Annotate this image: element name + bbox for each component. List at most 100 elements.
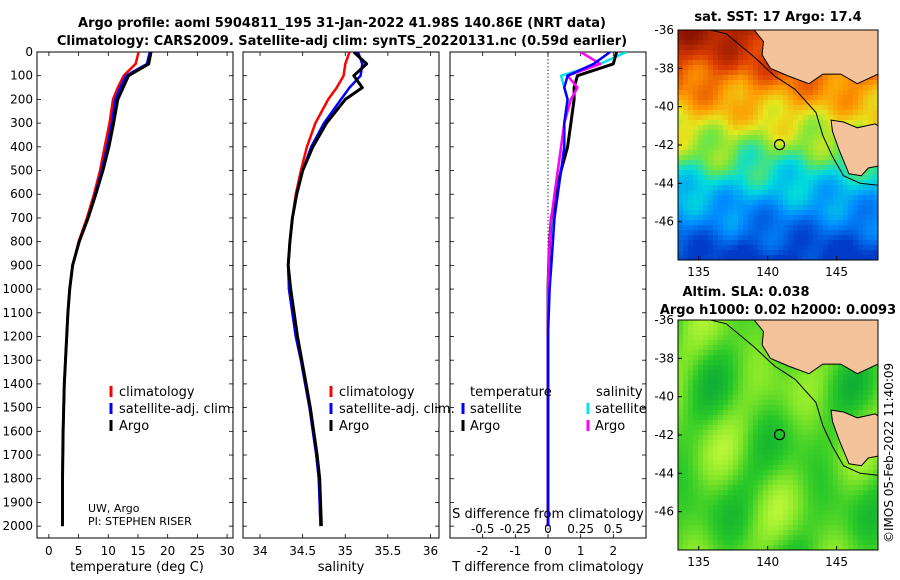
map-cell: [803, 185, 808, 190]
map-cell: [853, 190, 858, 195]
map-cell: [703, 530, 708, 535]
map-cell: [828, 115, 833, 120]
map-cell: [788, 235, 793, 240]
map-cell: [733, 185, 738, 190]
map-cell: [703, 460, 708, 465]
map-cell: [873, 470, 878, 475]
map-cell: [863, 395, 868, 400]
map-cell: [753, 185, 758, 190]
map-cell: [708, 45, 713, 50]
map-cell: [788, 175, 793, 180]
map-cell: [748, 500, 753, 505]
x-tick-label: 2: [610, 544, 618, 558]
map-cell: [708, 80, 713, 85]
map-cell: [843, 370, 848, 375]
map-cell: [818, 395, 823, 400]
map-cell: [733, 400, 738, 405]
map-cell: [778, 450, 783, 455]
map-cell: [813, 205, 818, 210]
map-cell: [773, 90, 778, 95]
map-cell: [833, 480, 838, 485]
depth-tick-label: 500: [10, 164, 33, 178]
map-cell: [688, 170, 693, 175]
map-cell: [783, 385, 788, 390]
map-cell: [823, 195, 828, 200]
salinity-x-ticks: 34 34.5 35 35.5 36: [252, 52, 438, 558]
map-cell: [678, 85, 683, 90]
map-cell: [698, 515, 703, 520]
map-cell: [808, 175, 813, 180]
map-cell: [678, 485, 683, 490]
map-cell: [763, 410, 768, 415]
map-cell: [718, 325, 723, 330]
map-cell: [738, 375, 743, 380]
map-cell: [778, 105, 783, 110]
map-cell: [783, 210, 788, 215]
x-tick-label: 0: [45, 544, 53, 558]
map-cell: [823, 225, 828, 230]
map-cell: [678, 80, 683, 85]
map-cell: [823, 420, 828, 425]
map-cell: [698, 115, 703, 120]
map-cell: [713, 500, 718, 505]
map-cell: [738, 115, 743, 120]
map-cell: [828, 520, 833, 525]
map-cell: [753, 350, 758, 355]
map-cell: [838, 445, 843, 450]
map-cell: [763, 130, 768, 135]
map-cell: [703, 160, 708, 165]
map-cell: [823, 105, 828, 110]
map-cell: [773, 510, 778, 515]
sst-map-title: sat. SST: 17 Argo: 17.4: [694, 10, 861, 25]
map-cell: [728, 220, 733, 225]
map-cell: [823, 385, 828, 390]
map-cell: [678, 155, 683, 160]
map-cell: [738, 235, 743, 240]
map-cell: [858, 535, 863, 540]
legend-s-satellite-label: satellite: [595, 402, 647, 417]
map-cell: [803, 545, 808, 550]
map-cell: [843, 220, 848, 225]
map-cell: [708, 90, 713, 95]
map-cell: [703, 345, 708, 350]
map-cell: [713, 35, 718, 40]
map-cell: [813, 530, 818, 535]
map-cell: [868, 495, 873, 500]
map-cell: [768, 140, 773, 145]
map-cell: [838, 485, 843, 490]
map-cell: [863, 465, 868, 470]
map-cell: [828, 205, 833, 210]
map-cell: [693, 490, 698, 495]
map-cell: [753, 510, 758, 515]
map-cell: [763, 525, 768, 530]
map-cell: [808, 520, 813, 525]
map-cell: [743, 370, 748, 375]
map-cell: [728, 160, 733, 165]
map-cell: [733, 335, 738, 340]
map-cell: [743, 250, 748, 255]
map-cell: [773, 70, 778, 75]
map-cell: [808, 455, 813, 460]
map-cell: [688, 420, 693, 425]
map-cell: [718, 200, 723, 205]
map-cell: [733, 35, 738, 40]
map-cell: [823, 235, 828, 240]
map-cell: [703, 100, 708, 105]
map-cell: [848, 200, 853, 205]
map-cell: [703, 40, 708, 45]
map-cell: [818, 250, 823, 255]
map-cell: [718, 375, 723, 380]
map-cell: [683, 180, 688, 185]
map-cell: [683, 375, 688, 380]
map-cell: [843, 535, 848, 540]
map-cell: [828, 245, 833, 250]
map-cell: [693, 225, 698, 230]
map-cell: [738, 105, 743, 110]
map-cell: [803, 190, 808, 195]
map-cell: [678, 40, 683, 45]
map-cell: [803, 450, 808, 455]
map-cell: [823, 95, 828, 100]
depth-tick-label: 1300: [2, 353, 33, 367]
map-cell: [683, 435, 688, 440]
map-cell: [843, 400, 848, 405]
